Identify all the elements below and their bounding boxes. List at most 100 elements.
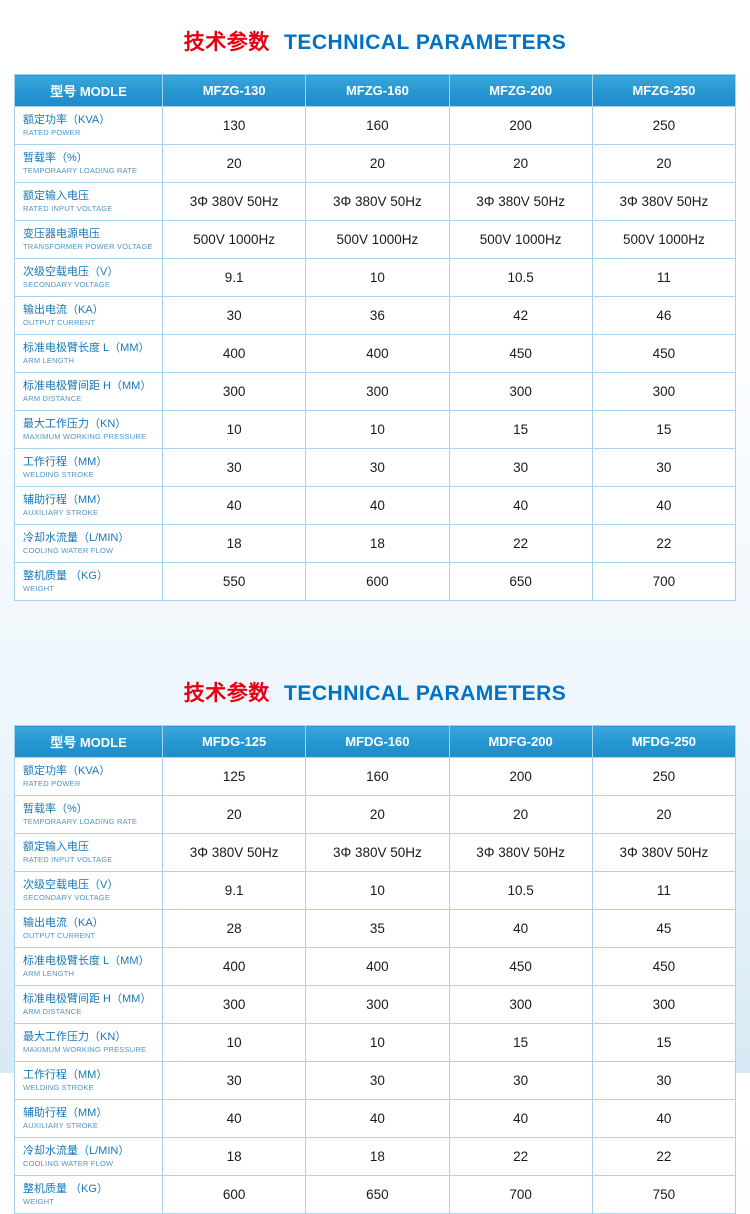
- table-header-row: 型号 MODLE MFDG-125 MFDG-160 MDFG-200 MFDG-250: [14, 725, 737, 758]
- param-label-cell: 变压器电源电压 TRANSFORMER POWER VOLTAGE: [14, 220, 163, 259]
- param-value-cell: 3Φ 380V 50Hz: [161, 182, 307, 221]
- model-header-cell: MFZG-130: [161, 74, 307, 107]
- param-value-cell: 450: [448, 334, 593, 373]
- param-value-cell: 650: [305, 1175, 450, 1214]
- param-value-cell: 10.5: [448, 871, 593, 910]
- model-header-cell: MFDG-125: [161, 725, 307, 758]
- param-name-cn: 次级空载电压（V）: [23, 879, 119, 892]
- param-value-cell: 40: [305, 486, 450, 525]
- param-value-cell: 20: [305, 144, 450, 183]
- param-value-cell: 15: [591, 1023, 737, 1062]
- section-mfdg: 技术参数 TECHNICAL PARAMETERS 型号 MODLE MFDG-1…: [0, 677, 750, 1214]
- param-value-cell: 30: [591, 1061, 737, 1100]
- param-value-cell: 22: [448, 524, 593, 563]
- param-value-cell: 20: [591, 795, 737, 834]
- table-row: 冷却水流量（L/MIN） COOLING WATER FLOW 18 18 22 22: [14, 524, 737, 563]
- param-value-cell: 15: [448, 410, 593, 449]
- section-mfzg: 技术参数 TECHNICAL PARAMETERS 型号 MODLE MFZG-1…: [0, 26, 750, 601]
- param-value-cell: 40: [161, 486, 307, 525]
- param-value-cell: 28: [161, 909, 307, 948]
- param-value-cell: 650: [448, 562, 593, 601]
- param-name-en: WELDING STROKE: [23, 469, 94, 479]
- param-value-cell: 20: [448, 144, 593, 183]
- param-value-cell: 30: [161, 296, 307, 335]
- param-name-cn: 变压器电源电压: [23, 228, 100, 241]
- param-label-cell: 暂载率（%） TEMPORAARY LOADING RATE: [14, 144, 163, 183]
- section-title-cn: 技术参数: [183, 682, 270, 705]
- param-value-cell: 500V 1000Hz: [591, 220, 737, 259]
- param-value-cell: 15: [591, 410, 737, 449]
- model-column-header: 型号 MODLE: [14, 725, 163, 758]
- table-row: 最大工作压力（KN） MAXIMUM WORKING PRESSURE 10 10 15…: [14, 410, 737, 449]
- param-name-en: RATED INPUT VOLTAGE: [23, 854, 113, 864]
- param-label-cell: 输出电流（KA） OUTPUT CURRENT: [14, 909, 163, 948]
- param-value-cell: 400: [305, 334, 450, 373]
- param-value-cell: 3Φ 380V 50Hz: [161, 833, 307, 872]
- table-row: 整机质量 （KG） WEIGHT 600 650 700 750: [14, 1175, 737, 1214]
- param-value-cell: 20: [305, 795, 450, 834]
- model-header-cell: MFZG-250: [591, 74, 737, 107]
- param-value-cell: 130: [161, 106, 307, 145]
- param-label-cell: 辅助行程（MM） AUXILIARY STROKE: [14, 1099, 163, 1138]
- param-name-en: WEIGHT: [23, 583, 55, 593]
- param-name-cn: 冷却水流量（L/MIN）: [23, 532, 130, 545]
- param-value-cell: 22: [448, 1137, 593, 1176]
- param-label-cell: 次级空载电压（V） SECONDARY VOLTAGE: [14, 871, 163, 910]
- section-title: 技术参数 TECHNICAL PARAMETERS: [0, 26, 750, 56]
- param-name-cn: 标准电极臂间距 H（MM）: [23, 380, 152, 393]
- table-row: 冷却水流量（L/MIN） COOLING WATER FLOW 18 18 22 22: [14, 1137, 737, 1176]
- param-name-cn: 冷却水流量（L/MIN）: [23, 1145, 130, 1158]
- section-title-cn: 技术参数: [183, 31, 270, 54]
- param-value-cell: 20: [161, 144, 307, 183]
- param-name-cn: 暂载率（%）: [23, 152, 88, 165]
- param-name-en: RATED INPUT VOLTAGE: [23, 203, 113, 213]
- param-name-en: MAXIMUM WORKING PRESSURE: [23, 431, 147, 441]
- param-label-cell: 标准电极臂长度 L（MM） ARM LENGTH: [14, 334, 163, 373]
- param-value-cell: 10: [305, 871, 450, 910]
- param-value-cell: 10: [161, 1023, 307, 1062]
- model-header-cell: MDFG-200: [448, 725, 593, 758]
- table-row: 辅助行程（MM） AUXILIARY STROKE 40 40 40 40: [14, 1099, 737, 1138]
- table-row: 辅助行程（MM） AUXILIARY STROKE 40 40 40 40: [14, 486, 737, 525]
- param-name-cn: 整机质量 （KG）: [23, 1183, 108, 1196]
- param-value-cell: 36: [305, 296, 450, 335]
- param-name-en: TEMPORAARY LOADING RATE: [23, 816, 138, 826]
- param-name-en: OUTPUT CURRENT: [23, 317, 96, 327]
- table-row: 输出电流（KA） OUTPUT CURRENT 28 35 40 45: [14, 909, 737, 948]
- param-label-cell: 次级空载电压（V） SECONDARY VOLTAGE: [14, 258, 163, 297]
- table-row: 标准电极臂长度 L（MM） ARM LENGTH 400 400 450 450: [14, 334, 737, 373]
- param-value-cell: 10.5: [448, 258, 593, 297]
- param-label-cell: 冷却水流量（L/MIN） COOLING WATER FLOW: [14, 1137, 163, 1176]
- param-name-cn: 额定功率（KVA）: [23, 114, 111, 127]
- param-label-cell: 额定输入电压 RATED INPUT VOLTAGE: [14, 182, 163, 221]
- param-value-cell: 300: [161, 372, 307, 411]
- param-name-cn: 辅助行程（MM）: [23, 494, 108, 507]
- param-label-cell: 标准电极臂间距 H（MM） ARM DISTANCE: [14, 372, 163, 411]
- param-name-cn: 工作行程（MM）: [23, 456, 108, 469]
- param-name-cn: 次级空载电压（V）: [23, 266, 119, 279]
- param-name-en: ARM DISTANCE: [23, 1006, 82, 1016]
- param-name-cn: 输出电流（KA）: [23, 917, 104, 930]
- spec-table-container-mfzg: 型号 MODLE MFZG-130 MFZG-160 MFZG-200 MFZG-250…: [14, 74, 737, 601]
- param-value-cell: 300: [448, 372, 593, 411]
- param-value-cell: 40: [448, 909, 593, 948]
- param-name-en: WELDING STROKE: [23, 1082, 94, 1092]
- table-row: 整机质量 （KG） WEIGHT 550 600 650 700: [14, 562, 737, 601]
- param-value-cell: 30: [448, 1061, 593, 1100]
- param-value-cell: 40: [161, 1099, 307, 1138]
- param-name-en: TEMPORAARY LOADING RATE: [23, 165, 138, 175]
- param-value-cell: 22: [591, 524, 737, 563]
- param-value-cell: 300: [305, 985, 450, 1024]
- param-value-cell: 30: [161, 1061, 307, 1100]
- param-value-cell: 15: [448, 1023, 593, 1062]
- section-title-en: TECHNICAL PARAMETERS: [284, 682, 567, 705]
- section-title: 技术参数 TECHNICAL PARAMETERS: [0, 677, 750, 707]
- param-label-cell: 工作行程（MM） WELDING STROKE: [14, 1061, 163, 1100]
- param-name-cn: 工作行程（MM）: [23, 1069, 108, 1082]
- param-name-cn: 辅助行程（MM）: [23, 1107, 108, 1120]
- param-value-cell: 30: [161, 448, 307, 487]
- section-title-en: TECHNICAL PARAMETERS: [284, 31, 567, 54]
- param-value-cell: 400: [161, 947, 307, 986]
- param-value-cell: 700: [448, 1175, 593, 1214]
- param-value-cell: 250: [591, 757, 737, 796]
